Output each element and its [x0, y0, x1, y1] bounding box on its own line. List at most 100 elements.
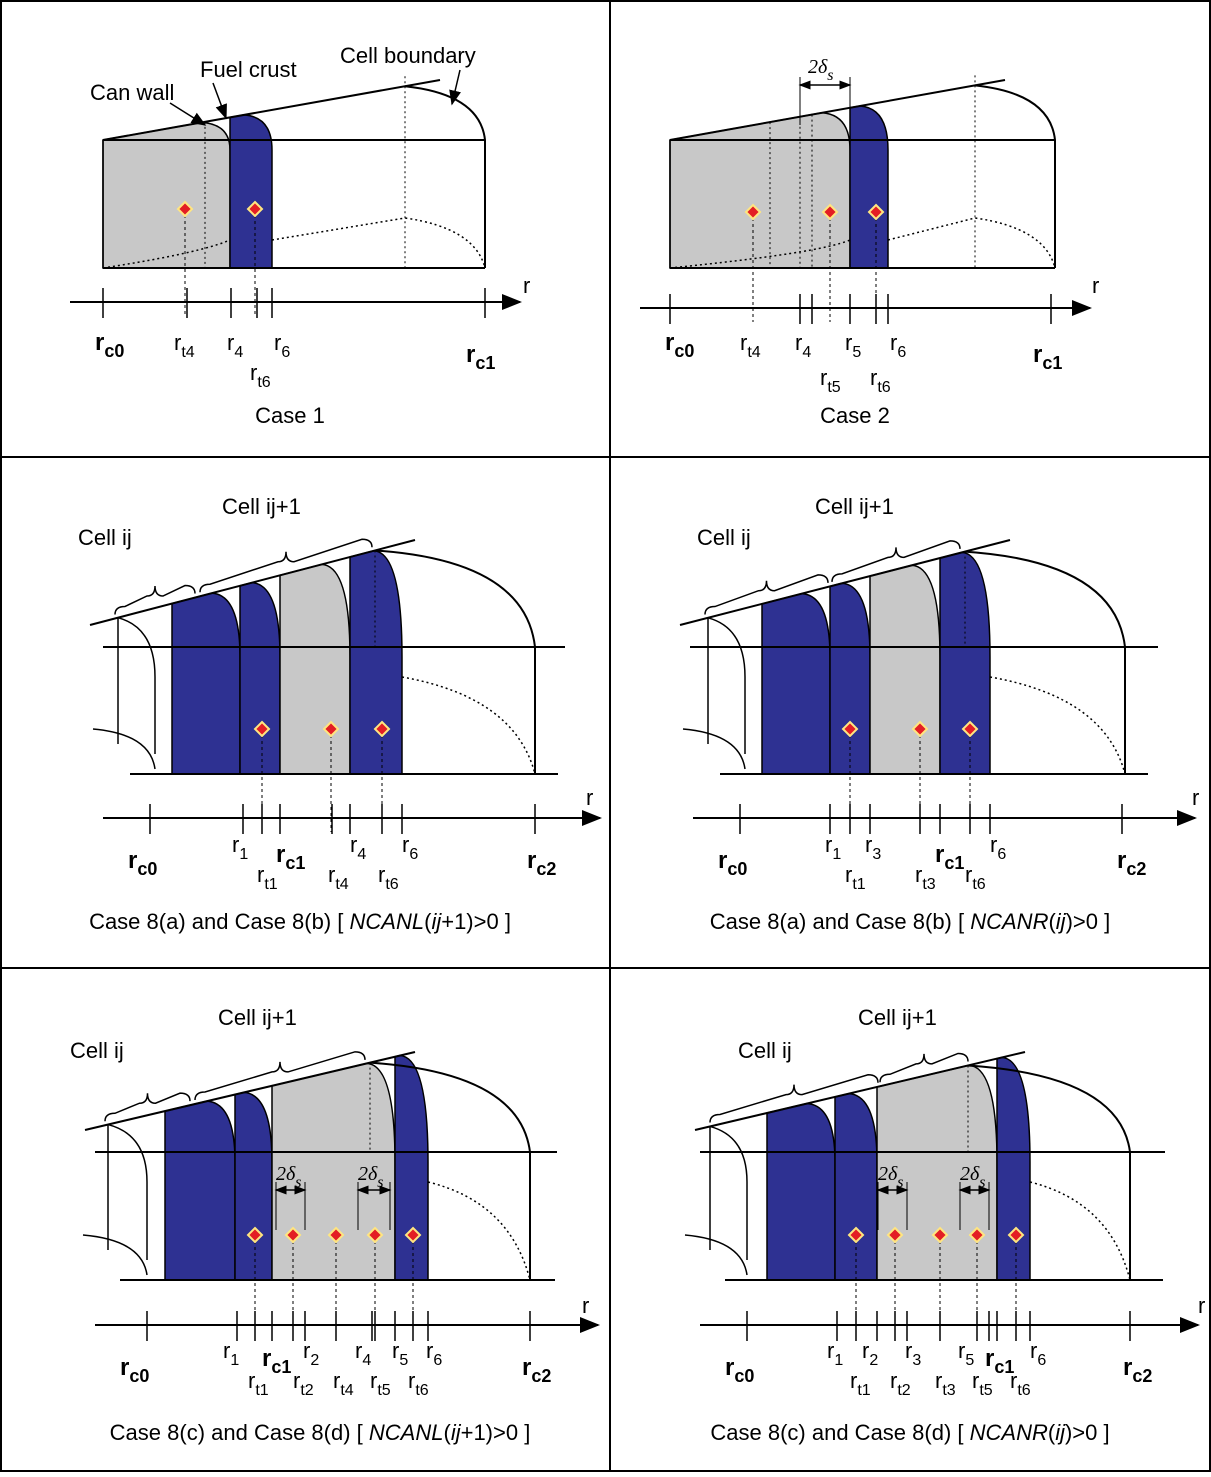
panel: rc0r1r3rc1r6rt1rt3rt6rc2rCell ijCell ij+… — [680, 494, 1199, 934]
label-sub: 5 — [852, 344, 861, 361]
label-sub: c2 — [1132, 1366, 1152, 1386]
tick-label: rc0 — [120, 1354, 149, 1386]
label-sub: 4 — [802, 344, 811, 361]
label-sub: t6 — [972, 876, 985, 893]
label-base: r — [795, 330, 802, 355]
caption: Case 8(a) and Case 8(b) [ NCANR(ij)>0 ] — [710, 909, 1110, 934]
caption-part: NCANL — [350, 909, 425, 934]
label-sub: t1 — [255, 1382, 268, 1399]
label-base: r — [257, 862, 264, 887]
tick-label: rc0 — [718, 847, 747, 879]
caption: Case 8(a) and Case 8(b) [ NCANL(ij+1)>0 … — [89, 909, 511, 934]
label-base: r — [232, 832, 239, 857]
label-sub: t1 — [852, 876, 865, 893]
tick-label: rc1 — [935, 841, 964, 873]
annotation: Can wall — [90, 80, 174, 105]
annotation: Cell boundary — [340, 43, 476, 68]
label-base: r — [274, 330, 281, 355]
axis-label: r — [1092, 273, 1099, 298]
tick-label: rt3 — [915, 862, 936, 893]
tick-label: rt6 — [870, 365, 891, 396]
label-base: r — [250, 360, 257, 385]
label-base: r — [426, 1338, 433, 1363]
caption-part: NCANL — [369, 1420, 444, 1445]
tick-label: rc0 — [128, 847, 157, 879]
caption-part: Case 2 — [820, 403, 890, 428]
tick-label: rc1 — [276, 841, 305, 873]
tick-label: rt4 — [174, 330, 195, 361]
tick-label: rt6 — [1010, 1368, 1031, 1399]
layer — [172, 593, 240, 774]
tick-label: rc1 — [466, 341, 495, 373]
caption: Case 1 — [255, 403, 325, 428]
axis-label: r — [582, 1293, 589, 1318]
label-base: r — [333, 1368, 340, 1393]
layer — [240, 583, 280, 774]
tick-label: rt2 — [890, 1368, 911, 1399]
label-sub: 4 — [362, 1352, 371, 1369]
label-sub: c1 — [475, 353, 495, 373]
label-sub: t3 — [942, 1382, 955, 1399]
label-sub: t4 — [340, 1382, 353, 1399]
page: {"panels": [ {"tick_labels": [{"base": "… — [0, 0, 1211, 1472]
label-base: r — [725, 1354, 734, 1381]
left-arc — [685, 1235, 747, 1275]
label-sub: 3 — [912, 1352, 921, 1369]
label-sub: t5 — [827, 379, 840, 396]
label-sub: c1 — [1042, 353, 1062, 373]
cell-boundary — [975, 85, 1055, 268]
caption-part: )>0 ] — [1065, 1420, 1110, 1445]
caption: Case 8(c) and Case 8(d) [ NCANR(ij)>0 ] — [710, 1420, 1109, 1445]
label-base: r — [990, 832, 997, 857]
annotation: Cell ij — [70, 1038, 124, 1063]
tick-label: r4 — [350, 832, 366, 863]
label-base: r — [718, 847, 727, 874]
left-cell — [708, 618, 745, 754]
label-base: 2δ — [808, 56, 828, 78]
layer — [762, 594, 830, 774]
label-base: r — [740, 330, 747, 355]
label-sub: s — [897, 1174, 903, 1191]
label-base: r — [128, 847, 137, 874]
left-arc — [683, 729, 745, 769]
label-base: r — [820, 365, 827, 390]
label-sub: t5 — [377, 1382, 390, 1399]
tick-label: r6 — [890, 330, 906, 361]
label-base: 2δ — [960, 1163, 980, 1185]
tick-label: r4 — [795, 330, 811, 361]
tick-label: r1 — [825, 832, 841, 863]
annotation: Cell ij — [697, 525, 751, 550]
layer — [835, 1094, 877, 1280]
label-sub: 2 — [310, 1352, 319, 1369]
tick-label: rt4 — [333, 1368, 354, 1399]
label-base: r — [355, 1338, 362, 1363]
label-sub: t2 — [300, 1382, 313, 1399]
tick-label: rc1 — [1033, 341, 1062, 373]
label-sub: 6 — [1037, 1352, 1046, 1369]
label-base: r — [965, 862, 972, 887]
label-base: r — [1123, 1354, 1132, 1381]
label-base: r — [958, 1338, 965, 1363]
annotation: Cell ij+1 — [218, 1005, 297, 1030]
label-sub: 6 — [409, 846, 418, 863]
label-base: r — [276, 841, 285, 868]
label-base: r — [303, 1338, 310, 1363]
label-base: r — [1033, 341, 1042, 368]
tick-label: r6 — [1030, 1338, 1046, 1369]
label-sub: 6 — [281, 344, 290, 361]
tick-label: r6 — [402, 832, 418, 863]
panel: rc0r1r2r3r5rc1r6rt1rt2rt3rt5rt6rc2rCell … — [685, 1005, 1205, 1445]
dotted-arc — [990, 677, 1125, 774]
panel: rc0r1rc1r2r4r5r6rt1rt2rt4rt5rt6rc2rCell … — [70, 1005, 598, 1445]
label-base: r — [466, 341, 475, 368]
label-sub: t1 — [264, 876, 277, 893]
tick-label: rt1 — [850, 1368, 871, 1399]
label-base: r — [522, 1354, 531, 1381]
label-base: r — [935, 841, 944, 868]
label-sub: 5 — [399, 1352, 408, 1369]
layer — [870, 565, 940, 774]
tick-label: r5 — [958, 1338, 974, 1369]
label-base: r — [370, 1368, 377, 1393]
tick-label: rc2 — [527, 847, 556, 879]
caption: Case 2 — [820, 403, 890, 428]
